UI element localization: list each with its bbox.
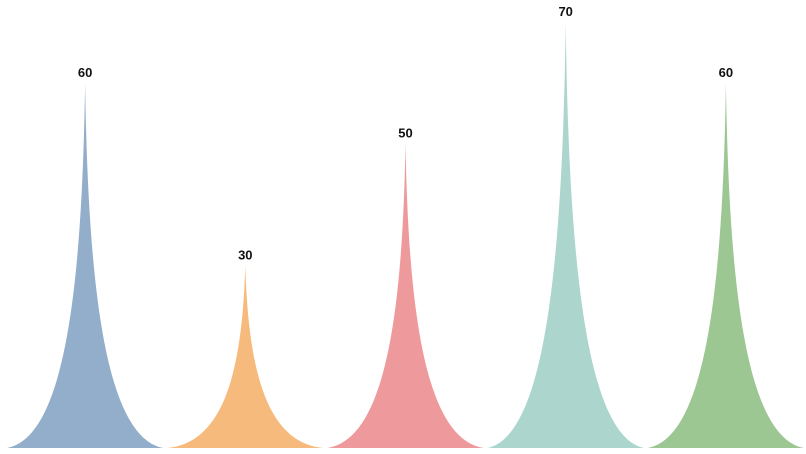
spike — [167, 265, 324, 448]
spike — [647, 82, 804, 448]
value-label: 70 — [558, 4, 572, 19]
value-label: 30 — [238, 247, 252, 262]
value-label: 60 — [78, 65, 92, 80]
spike — [7, 82, 164, 448]
value-label: 60 — [719, 65, 733, 80]
value-label: 50 — [398, 126, 412, 141]
spike — [327, 143, 484, 448]
spike — [487, 22, 644, 448]
